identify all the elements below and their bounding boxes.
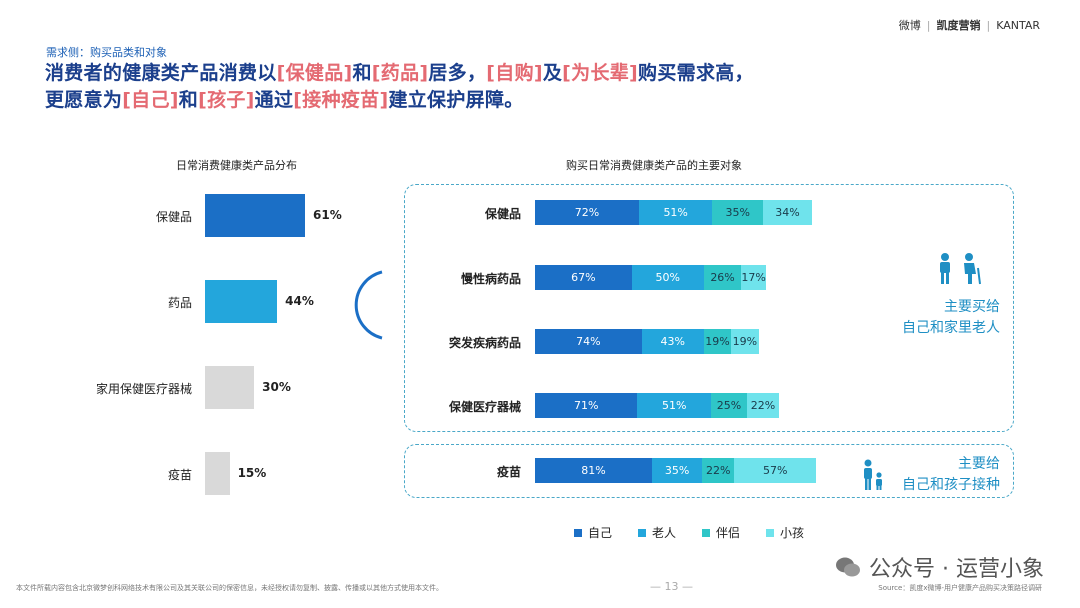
left-bar-value-label: 15% <box>237 466 267 480</box>
weibo-logo: 微博 <box>898 19 921 32</box>
stacked-segment-小孩: 57% <box>734 458 817 483</box>
right-category-label: 保健医疗器械 <box>448 400 521 414</box>
section-subtitle: 需求侧：购买品类和对象 <box>46 46 167 59</box>
children-callout-line2: 自己和孩子接种 <box>902 477 1000 493</box>
elderly-callout-line1: 主要买给 <box>944 299 1000 315</box>
legend-item: 老人 <box>638 524 676 541</box>
headline-highlight: [接种疫苗] <box>293 89 389 111</box>
stacked-segment-老人: 51% <box>637 393 711 418</box>
stacked-segment-老人: 35% <box>651 458 703 483</box>
legend-item: 小孩 <box>766 524 804 541</box>
headline-text: 及 <box>542 62 563 84</box>
kaidu-logo: 凯度营销 <box>936 19 981 32</box>
left-category-label: 疫苗 <box>167 468 192 482</box>
stacked-segment-伴侣: 35% <box>712 200 763 225</box>
stacked-segment-自己: 81% <box>535 458 652 483</box>
right-category-label: 突发疾病药品 <box>448 336 521 350</box>
left-bar <box>205 366 255 409</box>
stacked-segment-伴侣: 22% <box>702 458 735 483</box>
left-bar <box>205 280 278 323</box>
brand-logos: 微博 | 凯度营销 | KANTAR <box>898 18 1040 33</box>
stacked-segment-小孩: 22% <box>747 393 779 418</box>
headline: 消费者的健康类产品消费以[保健品]和[药品]居多，[自购]及[为长辈]购买需求高… <box>45 60 754 114</box>
legend-item: 自己 <box>574 524 612 541</box>
legend-label: 小孩 <box>780 526 805 540</box>
elderly-people-icon <box>940 253 981 285</box>
left-category-label: 保健品 <box>155 210 192 224</box>
stacked-segment-伴侣: 26% <box>703 265 742 290</box>
stacked-segment-小孩: 19% <box>731 329 759 354</box>
headline-text: 居多， <box>428 62 487 84</box>
stacked-segment-伴侣: 19% <box>703 329 732 354</box>
headline-text: 和 <box>178 89 199 111</box>
left-chart-title: 日常消费健康类产品分布 <box>176 159 297 172</box>
legend-item: 伴侣 <box>702 524 740 541</box>
headline-text: 消费者的健康类产品消费以 <box>45 62 277 84</box>
footer-source: Source：凯度x微博-用户健康产品购买决策路径调研 <box>878 584 1042 592</box>
right-category-label: 慢性病药品 <box>460 272 521 286</box>
stacked-segment-老人: 43% <box>641 329 704 354</box>
elderly-callout-line2: 自己和家里老人 <box>902 320 1000 336</box>
children-group-panel <box>404 444 1014 498</box>
stacked-segment-老人: 51% <box>638 200 713 225</box>
parent-child-icon <box>864 459 882 490</box>
left-category-label: 家用保健医疗器械 <box>95 382 192 396</box>
headline-highlight: [孩子] <box>198 89 255 111</box>
headline-highlight: [保健品] <box>276 62 353 84</box>
headline-text: 建立保护屏障。 <box>388 89 524 111</box>
headline-line-1: 消费者的健康类产品消费以[保健品]和[药品]居多，[自购]及[为长辈]购买需求高… <box>45 60 754 87</box>
bracket-arc <box>354 270 383 340</box>
legend-swatch <box>638 528 647 537</box>
right-chart-title: 购买日常消费健康类产品的主要对象 <box>566 159 742 172</box>
children-callout-line1: 主要给 <box>958 456 1000 472</box>
watermark: 公众号 · 运营小象 <box>835 551 1044 583</box>
headline-highlight: [为长辈] <box>562 62 639 84</box>
headline-line-2: 更愿意为[自己]和[孩子]通过[接种疫苗]建立保护屏障。 <box>45 87 754 114</box>
chart-legend: 自己 老人 伴侣 小孩 <box>574 524 804 541</box>
headline-text: 购买需求高， <box>638 62 754 84</box>
left-bar-value-label: 30% <box>262 380 291 394</box>
right-category-label: 疫苗 <box>496 465 521 479</box>
legend-label: 伴侣 <box>716 526 741 540</box>
right-category-label: 保健品 <box>484 207 521 221</box>
stacked-segment-自己: 72% <box>535 200 639 225</box>
headline-highlight: [自购] <box>486 62 543 84</box>
legend-label: 自己 <box>588 526 613 540</box>
headline-text: 更愿意为 <box>45 89 123 111</box>
page-number: — 13 — <box>650 580 693 593</box>
headline-highlight: [自己] <box>122 89 179 111</box>
legend-swatch <box>766 528 775 537</box>
left-category-label: 药品 <box>167 296 192 310</box>
left-bar <box>205 452 230 495</box>
headline-text: 和 <box>352 62 372 84</box>
footer-disclaimer: 本文件所载内容包含北京微梦创科网络技术有限公司及其关联公司的保密信息，未经授权请… <box>16 584 443 592</box>
watermark-text: 公众号 · 运营小象 <box>869 557 1044 582</box>
stacked-segment-伴侣: 25% <box>711 393 748 418</box>
stacked-segment-小孩: 17% <box>741 265 766 290</box>
stacked-segment-小孩: 34% <box>762 200 812 225</box>
wechat-icon <box>836 557 861 577</box>
legend-label: 老人 <box>652 526 677 540</box>
legend-swatch <box>702 528 711 537</box>
headline-highlight: [药品] <box>371 62 429 84</box>
headline-text: 通过 <box>254 89 294 111</box>
stacked-segment-自己: 74% <box>535 329 642 354</box>
elderly-callout: 主要买给 自己和家里老人 <box>902 297 1000 339</box>
legend-swatch <box>574 528 582 537</box>
left-bar <box>205 194 305 237</box>
left-bar-value-label: 61% <box>313 208 342 222</box>
elderly-group-panel <box>404 184 1014 432</box>
stacked-segment-老人: 50% <box>631 265 704 290</box>
kantar-logo: KANTAR <box>996 18 1040 32</box>
children-callout: 主要给 自己和孩子接种 <box>902 454 1000 496</box>
stacked-segment-自己: 67% <box>535 265 632 290</box>
left-bar-value-label: 44% <box>285 294 314 308</box>
stacked-segment-自己: 71% <box>535 393 638 418</box>
